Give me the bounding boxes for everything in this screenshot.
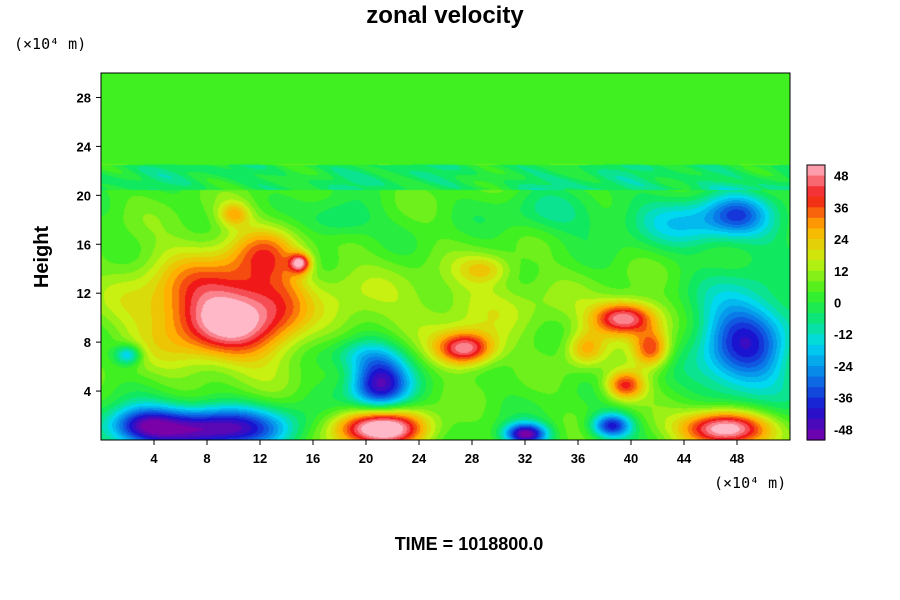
colorbar	[806, 164, 826, 441]
y-tick-label: 16	[77, 237, 91, 252]
x-tick-label: 16	[306, 451, 320, 466]
x-tick-label: 32	[518, 451, 532, 466]
y-axis-label: Height	[31, 226, 53, 289]
colorbar-bin	[807, 249, 825, 261]
colorbar-tick-label: -12	[834, 327, 853, 342]
colorbar-tick-label: -36	[834, 391, 853, 406]
heatmap-raster	[101, 73, 790, 440]
colorbar-bin	[807, 175, 825, 187]
x-tick-label: 36	[571, 451, 585, 466]
y-tick-label: 20	[77, 188, 91, 203]
time-label: TIME = 1018800.0	[395, 534, 544, 554]
x-axis-ticks: 4 8 12 16 20 24 28 32 36 40 44 48	[150, 440, 744, 466]
colorbar-bin	[807, 376, 825, 388]
colorbar-ticks: 48 36 24 12 0 -12 -24 -36 -48	[834, 169, 854, 438]
colorbar-tick-label: 48	[834, 169, 848, 184]
x-tick-label: 24	[412, 451, 427, 466]
colorbar-bin	[807, 313, 825, 325]
colorbar-frame	[806, 164, 826, 441]
y-axis-unit: (×10⁴ m)	[14, 35, 86, 53]
x-axis-unit: (×10⁴ m)	[714, 474, 786, 492]
colorbar-tick-label: 0	[834, 296, 841, 311]
colorbar-bin	[807, 196, 825, 208]
colorbar-bin	[807, 323, 825, 335]
x-tick-label: 48	[730, 451, 744, 466]
colorbar-bin	[807, 387, 825, 399]
y-tick-label: 12	[77, 286, 91, 301]
x-tick-label: 8	[203, 451, 210, 466]
colorbar-bin	[807, 302, 825, 314]
colorbar-bin	[807, 429, 825, 441]
colorbar-bin	[807, 228, 825, 240]
colorbar-bin	[807, 408, 825, 420]
x-tick-label: 20	[359, 451, 373, 466]
colorbar-bin	[807, 186, 825, 198]
x-tick-label: 4	[150, 451, 158, 466]
y-axis-ticks: 4 8 12 16 20 24 28	[77, 90, 101, 399]
colorbar-bin	[807, 281, 825, 293]
x-tick-label: 12	[253, 451, 267, 466]
colorbar-tick-label: 24	[834, 232, 849, 247]
colorbar-bin	[807, 334, 825, 346]
heatmap-plot-area	[101, 73, 790, 440]
colorbar-bin	[807, 397, 825, 409]
colorbar-bin	[807, 239, 825, 251]
colorbar-bin	[807, 355, 825, 367]
colorbar-bin	[807, 207, 825, 219]
y-tick-label: 24	[77, 139, 92, 154]
x-tick-label: 44	[677, 451, 692, 466]
chart-title: zonal velocity	[366, 2, 524, 29]
colorbar-bin	[807, 365, 825, 378]
colorbar-bin	[807, 291, 825, 304]
colorbar-bin	[807, 165, 825, 177]
x-tick-label: 28	[465, 451, 479, 466]
colorbar-tick-label: 36	[834, 200, 848, 215]
colorbar-bin	[807, 217, 825, 230]
colorbar-bin	[807, 270, 825, 282]
plot-frame	[100, 72, 791, 441]
y-tick-label: 28	[77, 90, 91, 105]
colorbar-tick-label: -48	[834, 422, 853, 437]
colorbar-bin	[807, 260, 825, 272]
y-tick-label: 4	[84, 384, 92, 399]
colorbar-tick-label: 12	[834, 264, 848, 279]
y-tick-label: 8	[84, 335, 91, 350]
x-tick-label: 40	[624, 451, 638, 466]
colorbar-bin	[807, 344, 825, 356]
colorbar-tick-label: -24	[834, 359, 854, 374]
colorbar-bin	[807, 418, 825, 431]
